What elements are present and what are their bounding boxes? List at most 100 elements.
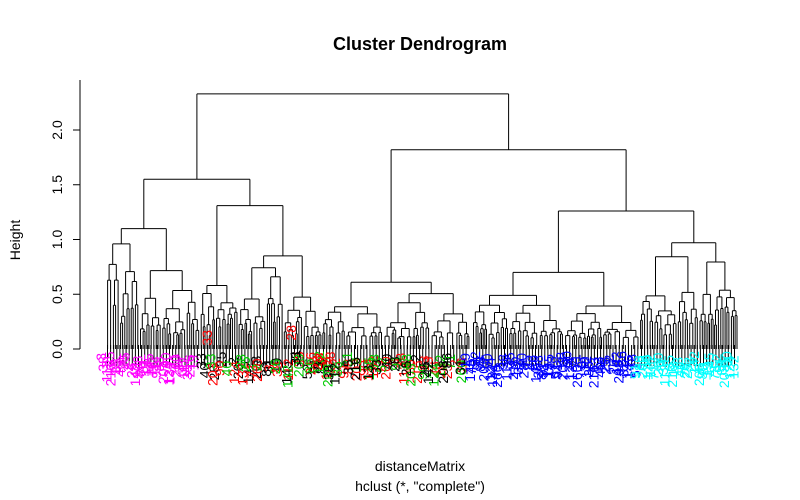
leaf-label: 38 <box>269 361 285 377</box>
leaf-label: 142 <box>127 363 143 387</box>
leaf-label: 142 <box>311 351 327 375</box>
leaf-label: 31 <box>615 361 631 377</box>
leaf-label: 3 <box>171 365 187 373</box>
leaf-label: 31 <box>535 362 551 378</box>
leaf-label: 3 <box>574 361 590 369</box>
leaf-label: 203 <box>204 362 220 386</box>
leaf-label: 88 <box>313 358 329 374</box>
chart-title: Cluster Dendrogram <box>333 34 507 54</box>
leaf-label: 52 <box>548 364 564 380</box>
leaf-label: 88 <box>340 358 356 374</box>
leaf-label: 35 <box>102 351 118 367</box>
leaf-label: 208 <box>530 355 546 379</box>
leaf-label: 13 <box>107 359 123 375</box>
leaf-label: 78 <box>366 354 382 370</box>
leaf-label: 216 <box>103 363 119 387</box>
leaf-label: 19 <box>619 364 635 380</box>
leaf-label: 38 <box>95 356 111 372</box>
leaf-label: 28 <box>516 363 532 379</box>
leaf-label: 216 <box>347 357 363 381</box>
leaf-label: 216 <box>505 356 521 380</box>
leaf-label: 35 <box>340 359 356 375</box>
leaf-label: 142 <box>608 351 624 375</box>
y-tick-label: 1.0 <box>49 230 65 250</box>
leaf-label: 33 <box>420 356 436 372</box>
leaf-label: 13 <box>508 362 524 378</box>
leaf-label: 2 <box>601 354 617 362</box>
leaf-label: 28 <box>206 365 222 381</box>
leaf-label: 112 <box>578 356 594 379</box>
leaf-label: 40 <box>197 362 213 378</box>
leaf-label: 35 <box>502 352 518 368</box>
leaf-label: 26 <box>230 363 246 379</box>
leaf-label: 132 <box>365 355 381 379</box>
leaf-label: 78 <box>623 354 639 370</box>
leaf-label: 35 <box>661 355 677 371</box>
leaf-label: 132 <box>432 354 448 378</box>
leaf-label: 91 <box>549 363 565 379</box>
leaf-label: 132 <box>234 362 250 386</box>
leaf-label: 132 <box>162 361 178 385</box>
leaf-label: 28 <box>233 354 249 370</box>
leaf-label: 25 <box>439 363 455 379</box>
leaf-label: 26 <box>605 359 621 375</box>
leaf-label: 52 <box>373 357 389 373</box>
y-tick-label: 2.0 <box>49 120 65 140</box>
leaf-label: 86 <box>614 351 630 367</box>
leaf-label: 3 <box>492 362 508 370</box>
leaf-label: 132 <box>726 355 742 379</box>
leaf-label: 78 <box>543 356 559 372</box>
leaf-label: 13 <box>186 355 202 371</box>
leaf-label: 216 <box>664 364 680 388</box>
y-axis-ticks: 0.0 0.5 1.0 1.5 2.0 <box>49 120 80 359</box>
leaf-label: 86 <box>438 353 454 369</box>
leaf-label: 40 <box>672 362 688 378</box>
leaf-label: 28 <box>283 325 299 341</box>
leaf-label: 86 <box>132 361 148 377</box>
leaf-label: 132 <box>642 354 658 378</box>
leaf-label: 142 <box>527 359 543 383</box>
leaf-labels: 3381123521613334028252261422088631191457… <box>93 325 742 388</box>
leaf-label: 26 <box>416 362 432 378</box>
leaf-label: 33 <box>368 359 384 375</box>
leaf-label: 3 <box>261 364 277 372</box>
leaf-label: 25 <box>679 363 695 379</box>
leaf-label: 71 <box>442 354 458 370</box>
leaf-label: 90 <box>211 360 227 376</box>
leaf-label: 203 <box>634 355 650 379</box>
leaf-label: 260 <box>650 352 666 376</box>
leaf-label: 142 <box>686 351 702 375</box>
leaf-label: 90 <box>158 352 174 368</box>
leaf-label: 26 <box>524 355 540 371</box>
leaf-label: 28 <box>115 354 131 370</box>
leaf-label: 112 <box>657 364 673 387</box>
leaf-label: 145 <box>701 352 717 376</box>
leaf-label: 86 <box>258 361 274 377</box>
leaf-label: 86 <box>301 358 317 374</box>
leaf-label: 124 <box>721 356 737 380</box>
y-axis-label: Height <box>7 220 23 261</box>
leaf-label: 33 <box>670 357 686 373</box>
y-tick-label: 0.0 <box>49 339 65 359</box>
leaf-label: 132 <box>484 364 500 388</box>
leaf-label: 112 <box>326 363 342 386</box>
leaf-label: 145 <box>621 355 637 379</box>
leaf-label: 208 <box>435 360 451 384</box>
y-tick-label: 1.5 <box>49 175 65 195</box>
leaf-label: 33 <box>108 358 124 374</box>
leaf-label: 31 <box>695 360 711 376</box>
leaf-label: 88 <box>472 356 488 372</box>
leaf-label: 124 <box>640 356 656 380</box>
leaf-label: 91 <box>627 363 643 379</box>
method-subtitle: hclust (*, "complete") <box>355 478 485 494</box>
leaf-label: 19 <box>269 357 285 373</box>
leaf-label: 28 <box>309 355 325 371</box>
leaf-label: 71 <box>244 363 260 379</box>
leaf-label: 88 <box>399 354 415 370</box>
leaf-label: 90 <box>415 364 431 380</box>
leaf-label: 35 <box>580 361 596 377</box>
leaf-label: 13 <box>360 365 376 381</box>
leaf-label: 25 <box>398 360 414 376</box>
leaf-label: 124 <box>482 357 498 381</box>
leaf-label: 52 <box>628 362 644 378</box>
